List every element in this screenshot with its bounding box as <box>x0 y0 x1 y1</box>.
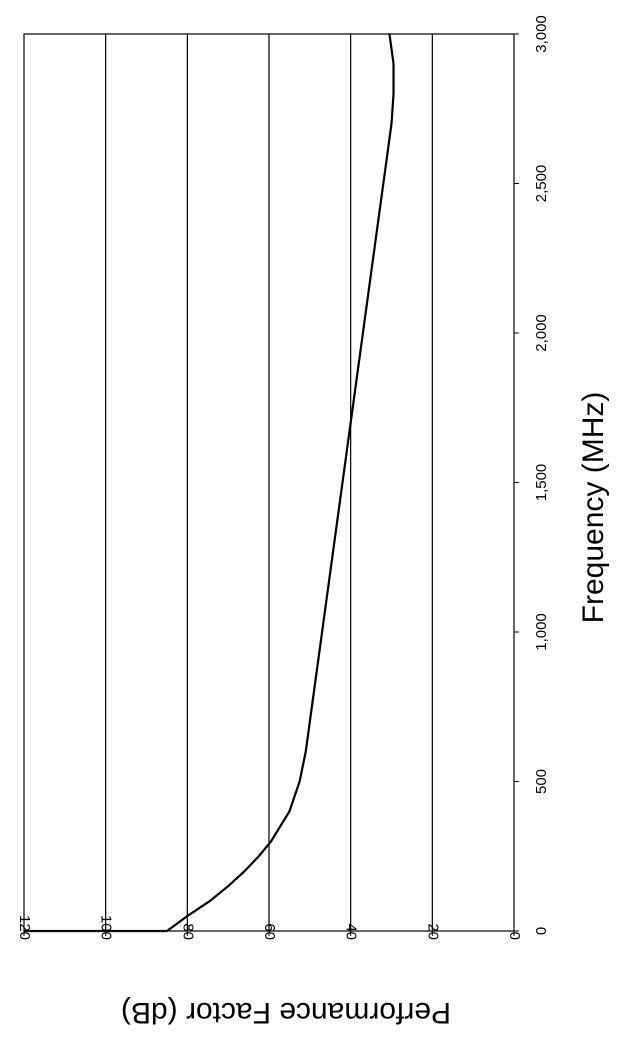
x-tick-label: 500 <box>533 769 550 794</box>
y-tick-label: 20 <box>424 923 441 940</box>
x-tick-label: 2,000 <box>533 314 550 352</box>
y-tick-label: 120 <box>16 915 33 940</box>
x-tick-labels: 0 500 1,000 1,500 2,000 2,500 3,000 <box>533 15 550 935</box>
y-tick-label: 60 <box>261 923 278 940</box>
y-tick-label: 0 <box>506 932 523 940</box>
x-tick-label: 1,500 <box>533 464 550 502</box>
x-tick-label: 2,500 <box>533 165 550 203</box>
series-line <box>24 33 395 933</box>
y-tick-label: 100 <box>98 915 115 940</box>
y-tick-label: 40 <box>343 923 360 940</box>
x-tick-label: 0 <box>533 927 550 935</box>
y-tick-label: 80 <box>179 923 196 940</box>
x-axis-title: Frequency (MHz) <box>577 392 610 624</box>
gridlines <box>105 34 433 931</box>
x-tick-label: 3,000 <box>533 15 550 53</box>
tick-marks <box>23 33 519 936</box>
y-tick-labels: 0 20 40 60 80 100 120 <box>16 915 523 940</box>
y-axis-title: Performance Factor (dB) <box>121 996 451 1029</box>
x-tick-label: 1,000 <box>533 613 550 651</box>
